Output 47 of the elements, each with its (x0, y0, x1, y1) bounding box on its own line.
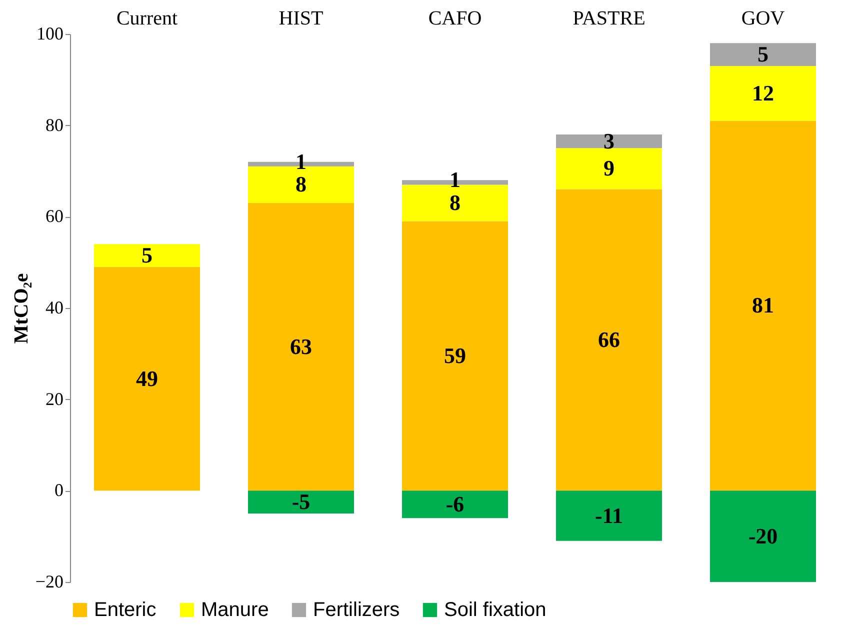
data-label: -20 (748, 523, 778, 548)
y-tick-label: 80 (46, 114, 64, 135)
bar (402, 221, 508, 491)
y-tick-label: 100 (36, 24, 64, 44)
y-tick-label: −20 (35, 572, 64, 592)
data-label: 8 (296, 172, 306, 197)
x-tick-label: CAFO (428, 8, 482, 30)
bar (710, 43, 816, 66)
data-label: 5 (142, 242, 152, 268)
y-axis-title: MtCO₂e (10, 273, 32, 344)
y-tick-label: 20 (46, 388, 64, 409)
data-label: 81 (752, 292, 774, 318)
bar (94, 244, 200, 267)
data-label: 8 (450, 190, 460, 215)
data-label: 3 (604, 128, 614, 154)
y-tick-label: 40 (46, 298, 64, 318)
legend-label: Soil fixation (444, 599, 546, 621)
bar (556, 490, 662, 541)
x-tick-label: GOV (741, 8, 786, 30)
x-tick-label: HIST (278, 8, 324, 30)
bar (710, 490, 816, 582)
legend-label: Manure (201, 599, 269, 621)
bar (556, 134, 662, 148)
x-tick-label: PASTRE (572, 8, 646, 30)
legend-label: Fertilizers (313, 599, 400, 621)
data-label: 12 (752, 80, 774, 106)
data-label: 49 (136, 366, 158, 391)
data-label: 9 (604, 156, 614, 181)
bar (94, 266, 200, 491)
bar (248, 202, 354, 491)
legend-label: Enteric (94, 599, 156, 621)
bar (556, 189, 662, 491)
x-tick-label: Current (116, 8, 178, 30)
y-tick-label: 0 (54, 480, 64, 500)
bar (402, 490, 508, 518)
data-label: -6 (446, 491, 464, 516)
data-label: -11 (594, 502, 624, 528)
bar (710, 120, 816, 491)
bar (710, 66, 816, 121)
data-label: 63 (290, 334, 312, 359)
data-label: 59 (444, 342, 466, 368)
bar (556, 148, 662, 190)
y-tick-label: 60 (46, 206, 64, 226)
data-label: -5 (292, 489, 310, 514)
data-label: 66 (598, 326, 620, 352)
data-label: 5 (758, 42, 768, 67)
bar (248, 490, 354, 514)
